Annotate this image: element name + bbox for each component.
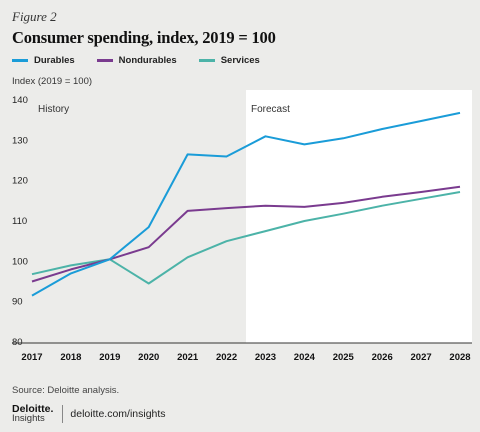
legend-item-nondurables: Nondurables bbox=[96, 55, 177, 66]
forecast-annotation: Forecast bbox=[251, 104, 290, 115]
source-note: Source: Deloitte analysis. bbox=[12, 385, 120, 396]
footer-divider bbox=[62, 405, 64, 423]
chart-title: Consumer spending, index, 2019 = 100 bbox=[12, 28, 276, 47]
legend-label-services: Services bbox=[220, 55, 260, 66]
x-tick-label: 2025 bbox=[333, 352, 355, 363]
forecast-region bbox=[246, 90, 472, 343]
legend-item-services: Services bbox=[198, 55, 260, 66]
x-tick-label: 2023 bbox=[255, 352, 276, 363]
deloitte-logo[interactable]: Deloitte. Insights bbox=[12, 404, 53, 424]
legend: Durables Nondurables Services bbox=[12, 55, 260, 66]
x-tick-label: 2027 bbox=[411, 352, 432, 363]
footer: Deloitte. Insights deloitte.com/insights bbox=[12, 404, 166, 424]
x-tick-label: 2028 bbox=[449, 352, 470, 363]
legend-swatch-nondurables bbox=[96, 59, 113, 62]
legend-swatch-services bbox=[198, 59, 215, 62]
x-tick-label: 2020 bbox=[138, 352, 159, 363]
logo-name: Deloitte. bbox=[12, 403, 54, 415]
x-tick-label: 2021 bbox=[177, 352, 199, 363]
y-axis-label: Index (2019 = 100) bbox=[12, 76, 93, 87]
legend-item-durables: Durables bbox=[12, 55, 75, 66]
logo-sub: Insights bbox=[12, 413, 45, 424]
y-tick-label: 100 bbox=[12, 256, 28, 267]
x-axis-ticks: 2017 2018 2019 2020 2021 2022 2023 2024 2025 2026… bbox=[21, 352, 470, 363]
y-tick-label: 110 bbox=[12, 216, 27, 227]
legend-swatch-durables bbox=[12, 59, 28, 62]
history-annotation: History bbox=[38, 104, 69, 115]
legend-label-nondurables: Nondurables bbox=[118, 55, 177, 66]
x-tick-label: 2017 bbox=[21, 352, 42, 363]
y-tick-label: 140 bbox=[12, 95, 28, 106]
x-tick-label: 2019 bbox=[99, 352, 120, 363]
insights-link[interactable]: deloitte.com/insights bbox=[70, 408, 166, 420]
y-tick-label: 90 bbox=[12, 297, 23, 308]
x-tick-label: 2018 bbox=[60, 352, 81, 363]
y-tick-label: 120 bbox=[12, 176, 28, 187]
x-tick-label: 2026 bbox=[372, 352, 393, 363]
x-tick-label: 2024 bbox=[294, 352, 316, 363]
series-line-durables bbox=[31, 111, 461, 297]
figure-label: Figure 2 bbox=[12, 9, 57, 24]
legend-label-durables: Durables bbox=[34, 55, 75, 66]
y-tick-label: 130 bbox=[12, 135, 28, 146]
x-tick-label: 2022 bbox=[216, 352, 237, 363]
series-lines bbox=[31, 111, 461, 297]
